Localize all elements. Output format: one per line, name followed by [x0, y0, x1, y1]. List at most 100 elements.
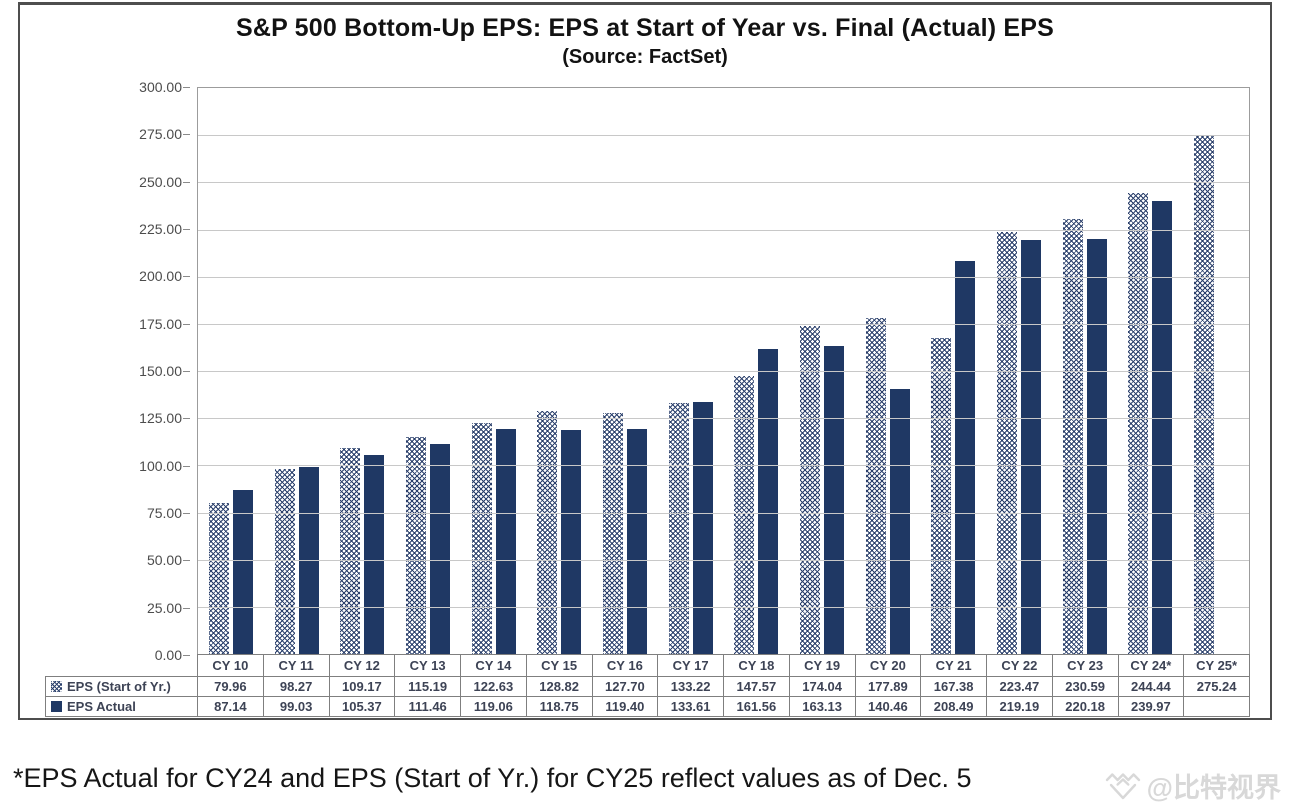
bar-group-cy14: [461, 88, 527, 654]
y-tick-mark: [183, 418, 190, 420]
bar-eps-start-of-year: [208, 503, 229, 654]
table-value-cell: 87.14: [197, 696, 264, 717]
bar-group-cy24: [1118, 88, 1184, 654]
y-tick-mark: [183, 87, 190, 88]
bar-eps-actual: [626, 428, 647, 654]
table-value-cell: 161.56: [723, 696, 790, 717]
bar-eps-actual: [561, 429, 582, 654]
table-value-cell: 109.17: [328, 676, 396, 697]
table-value-cell: 122.63: [460, 676, 527, 697]
y-tick-label: 100.00: [139, 457, 182, 474]
table-value-cell: 244.44: [1117, 676, 1185, 697]
table-value-cell: 220.18: [1051, 696, 1119, 717]
table-year-header: CY 18: [723, 654, 790, 677]
y-tick-label: 175.00: [139, 315, 182, 332]
y-tick-label: 300.00: [139, 79, 182, 95]
table-value-cell: 140.46: [854, 696, 922, 717]
bar-eps-start-of-year: [865, 318, 886, 654]
table-year-header: CY 20: [854, 654, 922, 677]
table-value-cell: 208.49: [920, 696, 987, 717]
chart-subtitle: (Source: FactSet): [562, 46, 728, 68]
table-value-cell: 99.03: [262, 696, 330, 717]
table-year-header: CY 21: [920, 654, 987, 677]
y-tick-mark: [183, 134, 190, 136]
table-value-cell: 174.04: [788, 676, 856, 697]
y-tick-label: 0.00: [154, 647, 182, 663]
gridline: [198, 559, 1249, 561]
bar-group-cy18: [724, 88, 790, 654]
gridline: [198, 418, 1249, 420]
y-tick-label: 275.00: [139, 126, 182, 143]
bar-eps-start-of-year: [997, 232, 1018, 654]
bar-group-cy23: [1052, 88, 1118, 654]
table-row: EPS (Start of Yr.) 79.96 98.27 109.17 115.19…: [45, 676, 1250, 697]
bar-eps-actual: [232, 489, 253, 654]
table-value-cell: 177.89: [854, 676, 922, 697]
bar-eps-actual: [1152, 201, 1173, 654]
table-value-cell: 230.59: [1051, 676, 1119, 697]
table-corner-spacer: [46, 655, 198, 677]
table-value-cell: 219.19: [986, 696, 1053, 717]
table-year-header: CY 19: [788, 654, 856, 677]
legend-swatch-solid-icon: [51, 701, 62, 712]
table-year-header: CY 12: [328, 654, 396, 677]
bar-group-cy20: [855, 88, 921, 654]
table-value-cell: 119.06: [460, 696, 527, 717]
table-year-header: CY 16: [591, 654, 659, 677]
gridline: [198, 465, 1249, 467]
gridline: [198, 323, 1249, 325]
table-value-cell: 128.82: [525, 676, 593, 697]
bar-eps-start-of-year: [931, 338, 952, 654]
bar-eps-actual: [955, 260, 976, 654]
table-value-cell: 98.27: [262, 676, 330, 697]
bar-eps-start-of-year: [537, 410, 558, 654]
bar-group-cy25: [1183, 88, 1249, 654]
plot-area: [197, 87, 1250, 655]
legend-series-name: EPS Actual: [67, 699, 136, 714]
table-value-cell: 127.70: [591, 676, 659, 697]
table-value-cell: 167.38: [920, 676, 987, 697]
table-year-header: CY 25*: [1183, 654, 1250, 677]
bar-eps-start-of-year: [800, 325, 821, 654]
bar-eps-start-of-year: [1194, 134, 1215, 654]
gridline: [198, 135, 1249, 137]
table-value-cell: 119.40: [591, 696, 659, 717]
y-tick-mark: [183, 513, 190, 514]
gridline: [198, 512, 1249, 514]
table-value-cell: 118.75: [525, 696, 593, 717]
table-year-header: CY 24*: [1117, 654, 1185, 677]
table-year-header: CY 15: [525, 654, 593, 677]
bar-eps-actual: [495, 429, 516, 654]
bar-group-cy13: [395, 88, 461, 654]
bar-eps-start-of-year: [471, 422, 492, 654]
bar-eps-start-of-year: [340, 448, 361, 654]
y-tick-mark: [183, 229, 190, 230]
y-tick-label: 125.00: [139, 410, 182, 427]
legend-series-name: EPS (Start of Yr.): [67, 679, 171, 694]
y-tick-mark: [183, 607, 190, 609]
bar-eps-actual: [692, 401, 713, 654]
legend-cell: EPS (Start of Yr.): [45, 676, 198, 697]
bar-group-cy16: [592, 88, 658, 654]
table-year-header: CY 23: [1051, 654, 1119, 677]
bar-group-cy19: [789, 88, 855, 654]
bar-group-cy22: [986, 88, 1052, 654]
bar-eps-actual: [1086, 238, 1107, 654]
gridline: [198, 606, 1249, 608]
chart-title: S&P 500 Bottom-Up EPS: EPS at Start of Y…: [235, 14, 1055, 42]
y-tick-label: 250.00: [139, 173, 182, 190]
table-value-cell: 111.46: [394, 696, 461, 717]
bar-group-cy21: [921, 88, 987, 654]
y-tick-label: 225.00: [139, 221, 182, 237]
table-year-header: CY 14: [460, 654, 527, 677]
table-value-cell: 79.96: [197, 676, 264, 697]
table-value-cell: 239.97: [1117, 696, 1185, 717]
table-row: EPS Actual 87.14 99.03 105.37 111.46 119.06 11…: [45, 696, 1250, 717]
bar-eps-actual: [1021, 240, 1042, 654]
table-year-header: CY 13: [394, 654, 461, 677]
y-tick-label: 75.00: [146, 505, 182, 521]
watermark-text: @比特视界: [1146, 773, 1281, 803]
table-year-header: CY 10: [197, 654, 264, 677]
y-tick-mark: [183, 655, 190, 656]
table-value-cell: 105.37: [328, 696, 396, 717]
